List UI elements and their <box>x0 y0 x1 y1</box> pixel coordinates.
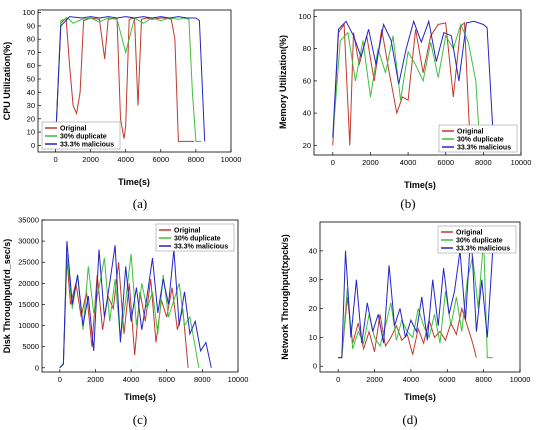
chart-b: 0 2000 4000 6000 8000 10000 20 40 60 80 100 Origina… <box>278 9 532 211</box>
y-tick-label: 90 <box>27 21 35 30</box>
y-tick-label: 80 <box>303 44 311 53</box>
series-line-original <box>338 296 477 359</box>
chart-d: 0 2000 4000 6000 8000 10000010203040Original3… <box>280 221 531 427</box>
x-tick-label: 0 <box>336 375 340 384</box>
y-tick-label: 40 <box>27 88 35 97</box>
x-tick-label: 6000 <box>152 155 169 164</box>
y-tick-label: 10000 <box>18 321 39 330</box>
legend-entry: 30% duplicate <box>456 238 503 245</box>
y-axis-title: Network Throughput(txpck/s) <box>280 234 290 360</box>
y-tick-label: 20000 <box>18 279 39 288</box>
series-line-33-3-malicious <box>59 241 212 369</box>
x-tick-label: 0 <box>58 375 62 384</box>
x-tick-label: 4000 <box>117 155 134 164</box>
legend-entry: 33.3% malicious <box>60 142 114 149</box>
y-tick-label: 60 <box>303 76 311 85</box>
series-line-33-3-malicious <box>332 19 494 138</box>
series-line-original <box>59 257 189 369</box>
legend-entry: 30% duplicate <box>457 137 504 144</box>
y-axis-title: Memory Utilization(%) <box>278 35 288 129</box>
y-tick-label: 10 <box>309 333 317 342</box>
legend-entry: 30% duplicate <box>60 134 107 141</box>
x-tick-label: 8000 <box>475 375 492 384</box>
x-tick-label: 4000 <box>400 158 417 167</box>
y-tick-label: 15000 <box>18 300 39 309</box>
legend-entry: 33.3% malicious <box>174 244 228 251</box>
y-tick-label: 100 <box>22 8 35 17</box>
series-line-original <box>55 16 195 143</box>
x-tick-label: 6000 <box>158 375 175 384</box>
y-tick-label: 100 <box>298 12 311 21</box>
chart-c: 0 2000 4000 6000 8000 10000 0 5000 10000 15000 200… <box>2 216 248 428</box>
x-tick-label: 0 <box>331 158 335 167</box>
panel-label-a: (a) <box>133 196 147 211</box>
panel-label-b: (b) <box>400 196 415 211</box>
series-line-original <box>332 21 471 146</box>
x-tick-label: 8000 <box>475 158 492 167</box>
legend-entry: Original <box>174 228 201 235</box>
x-tick-label: 2000 <box>362 158 379 167</box>
y-tick-label: 60 <box>27 61 35 70</box>
y-tick-label: 20 <box>303 141 311 150</box>
x-tick-label: 10000 <box>511 158 532 167</box>
x-tick-label: 4000 <box>123 375 140 384</box>
x-tick-label: 10000 <box>510 375 531 384</box>
y-tick-label: 70 <box>27 48 35 57</box>
legend-entry: Original <box>60 126 87 133</box>
legend-entry: 30% duplicate <box>174 236 221 243</box>
legend-entry: Original <box>456 230 483 237</box>
x-tick-label: 2000 <box>82 155 99 164</box>
y-tick-label: 50 <box>27 75 35 84</box>
x-axis-title: Time(s) <box>404 392 436 402</box>
legend-entry: Original <box>457 129 484 136</box>
legend-entry: 33.3% malicious <box>457 145 511 152</box>
x-tick-label: 8000 <box>194 375 211 384</box>
y-tick-label: 35000 <box>18 216 39 225</box>
legend-entry: 33.3% malicious <box>456 246 510 253</box>
x-tick-label: 6000 <box>439 375 456 384</box>
series-line-33-3-malicious <box>338 230 494 359</box>
chart-a: 0 2000 4000 6000 8000 10000 0 10 20 30 40 50 60 70 80 9… <box>2 8 241 211</box>
y-tick-label: 30 <box>309 275 317 284</box>
x-axis-title: Time(s) <box>404 180 436 190</box>
series-line-33-3-malicious <box>55 16 206 143</box>
y-tick-label: 40 <box>303 109 311 118</box>
x-axis-title: Time(s) <box>124 392 156 402</box>
x-tick-label: 8000 <box>188 155 205 164</box>
y-axis-title: CPU Utilization(%) <box>2 42 12 121</box>
series-line-30-duplicate <box>332 23 481 143</box>
x-tick-label: 2000 <box>87 375 104 384</box>
x-axis-title: Time(s) <box>118 177 150 187</box>
y-tick-label: 30000 <box>18 237 39 246</box>
y-tick-label: 40 <box>309 246 317 255</box>
x-tick-label: 2000 <box>366 375 383 384</box>
y-tick-label: 80 <box>27 35 35 44</box>
y-tick-label: 5000 <box>22 342 39 351</box>
x-tick-label: 4000 <box>403 375 420 384</box>
panel-label-d: (d) <box>402 412 417 427</box>
y-axis-title: Disk Throughput(rd_sec/s) <box>2 239 12 354</box>
panel-label-c: (c) <box>133 412 147 427</box>
y-tick-label: 0 <box>35 363 39 372</box>
x-tick-label: 10000 <box>228 375 249 384</box>
y-tick-label: 10 <box>27 128 35 137</box>
x-tick-label: 10000 <box>221 155 242 164</box>
y-tick-label: 0 <box>31 141 35 150</box>
x-tick-label: 6000 <box>437 158 454 167</box>
y-tick-label: 20 <box>309 304 317 313</box>
x-tick-label: 0 <box>53 155 57 164</box>
y-tick-label: 25000 <box>18 258 39 267</box>
y-tick-label: 30 <box>27 101 35 110</box>
y-tick-label: 0 <box>313 362 317 371</box>
y-tick-label: 20 <box>27 114 35 123</box>
